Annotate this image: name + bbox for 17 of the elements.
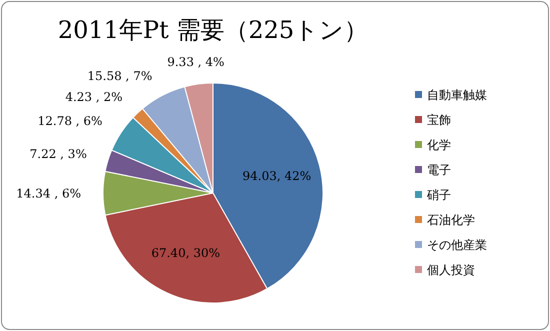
- legend-label: 個人投資: [427, 263, 475, 277]
- legend-label: 宝飾: [427, 113, 451, 127]
- data-label: 9.33 , 4%: [167, 55, 224, 70]
- data-label: 94.03, 42%: [242, 169, 312, 184]
- data-label: 67.40, 30%: [151, 246, 220, 260]
- legend-label: 電子: [427, 163, 451, 177]
- data-label: 15.58 , 7%: [87, 68, 152, 83]
- legend-label: その他産業: [427, 238, 487, 252]
- data-label: 4.23 , 2%: [65, 90, 123, 104]
- data-label: 12.78 , 6%: [38, 114, 102, 128]
- legend-label: 硝子: [426, 188, 451, 202]
- data-label: 14.34 , 6%: [16, 186, 81, 200]
- legend-label: 石油化学: [427, 213, 475, 227]
- data-label: 7.22 , 3%: [30, 147, 87, 162]
- chart-title: 2011年Pt 需要（225トン）: [58, 16, 368, 44]
- legend-label: 化学: [427, 138, 451, 152]
- legend-label: 自動車触媒: [427, 88, 487, 102]
